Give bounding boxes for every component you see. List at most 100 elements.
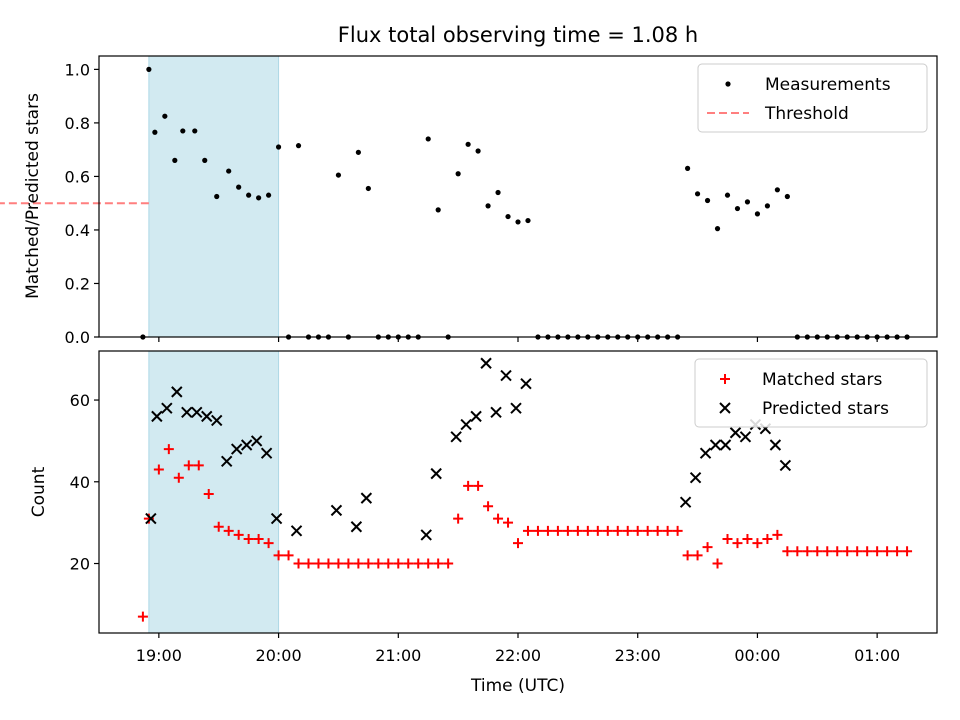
measurement-point-1 bbox=[146, 66, 152, 72]
measurement-point-33 bbox=[465, 141, 471, 147]
matched-star-point-48 bbox=[612, 525, 623, 536]
predicted-star-point-29 bbox=[689, 471, 702, 484]
matched-star-point-73 bbox=[862, 546, 873, 557]
legend-label-0: Matched stars bbox=[762, 370, 882, 390]
measurement-point-7 bbox=[202, 157, 208, 163]
matched-star-point-57 bbox=[702, 542, 713, 553]
count-y-axis-label: Count bbox=[29, 466, 49, 517]
predicted-star-point-17 bbox=[360, 492, 373, 504]
matched-star-point-10 bbox=[233, 529, 244, 540]
predicted-star-point-27 bbox=[520, 377, 532, 390]
matched-star-point-55 bbox=[682, 550, 693, 561]
y-tick-label-2: 60 bbox=[70, 391, 90, 410]
matched-star-point-40 bbox=[532, 525, 543, 536]
y-tick-label-4: 0.8 bbox=[65, 114, 90, 133]
matched-star-point-47 bbox=[602, 525, 613, 536]
legend-label-1: Threshold bbox=[764, 104, 849, 124]
legend: Matched stars Predicted stars bbox=[694, 358, 928, 428]
predicted-star-point-2 bbox=[161, 402, 173, 414]
matched-star-point-35 bbox=[483, 501, 494, 512]
matched-star-point-51 bbox=[642, 525, 653, 536]
matched-star-point-38 bbox=[513, 538, 523, 549]
matched-star-point-64 bbox=[772, 529, 783, 540]
matched-star-point-71 bbox=[842, 546, 853, 557]
matched-star-point-23 bbox=[363, 558, 374, 569]
predicted-star-point-9 bbox=[230, 443, 243, 455]
measurement-point-56 bbox=[694, 191, 701, 197]
matched-star-point-28 bbox=[413, 558, 424, 569]
matched-star-point-8 bbox=[213, 521, 224, 532]
figure-title: Flux total observing time = 1.08 h bbox=[338, 23, 698, 47]
legend-box bbox=[697, 63, 928, 133]
matched-star-point-33 bbox=[463, 480, 474, 491]
x-tick-label-4: 23:00 bbox=[615, 646, 661, 665]
predicted-star-point-23 bbox=[480, 357, 492, 369]
legend-label-1: Predicted stars bbox=[762, 399, 889, 419]
matched-star-point-53 bbox=[662, 525, 673, 536]
x-tick-label-2: 21:00 bbox=[375, 646, 421, 665]
predicted-star-point-1 bbox=[151, 410, 163, 423]
measurement-point-63 bbox=[764, 203, 771, 209]
predicted-star-point-10 bbox=[240, 439, 253, 451]
measurement-point-38 bbox=[515, 219, 521, 225]
y-tick-label-3: 0.6 bbox=[65, 167, 90, 186]
predicted-star-point-34 bbox=[739, 431, 752, 443]
measurement-point-37 bbox=[505, 213, 511, 220]
predicted-star-point-38 bbox=[779, 459, 792, 472]
measurement-point-34 bbox=[475, 148, 481, 154]
matched-star-point-25 bbox=[383, 558, 394, 569]
matched-star-point-37 bbox=[503, 517, 514, 528]
measurement-point-22 bbox=[355, 149, 361, 155]
predicted-star-point-22 bbox=[470, 410, 482, 423]
matched-star-point-7 bbox=[203, 489, 214, 500]
matched-star-point-5 bbox=[183, 460, 194, 471]
predicted-star-point-21 bbox=[460, 418, 472, 431]
legend-dot-marker bbox=[725, 81, 731, 87]
x-tick-label-0: 19:00 bbox=[136, 646, 182, 665]
predicted-star-point-6 bbox=[201, 410, 213, 423]
matched-star-point-43 bbox=[562, 525, 573, 536]
legend: Measurements Threshold bbox=[697, 63, 928, 133]
matched-star-point-41 bbox=[542, 525, 553, 536]
matched-star-point-21 bbox=[343, 558, 354, 569]
matched-star-point-60 bbox=[732, 538, 743, 549]
measurement-point-11 bbox=[246, 192, 252, 198]
matched-star-point-16 bbox=[293, 558, 304, 569]
predicted-star-point-26 bbox=[510, 402, 522, 414]
matched-star-point-34 bbox=[473, 480, 484, 491]
measurement-point-12 bbox=[256, 195, 262, 201]
measurement-point-14 bbox=[275, 144, 282, 150]
matched-star-point-14 bbox=[273, 550, 284, 561]
matched-star-point-18 bbox=[313, 558, 324, 569]
predicted-star-point-0 bbox=[145, 512, 157, 525]
y-tick-label-0: 0.0 bbox=[65, 328, 90, 347]
measurement-point-8 bbox=[214, 193, 220, 200]
matched-star-point-12 bbox=[253, 534, 264, 544]
measurement-point-4 bbox=[172, 157, 178, 163]
y-tick-label-5: 1.0 bbox=[65, 60, 90, 79]
predicted-star-point-8 bbox=[220, 455, 233, 468]
matched-star-point-30 bbox=[433, 558, 444, 569]
predicted-star-point-37 bbox=[769, 439, 782, 451]
predicted-star-point-4 bbox=[181, 406, 193, 419]
matched-star-point-44 bbox=[572, 525, 583, 536]
y-tick-label-1: 40 bbox=[70, 473, 90, 492]
matched-star-point-11 bbox=[243, 534, 254, 544]
predicted-star-point-32 bbox=[719, 439, 732, 451]
measurement-point-60 bbox=[734, 205, 741, 212]
measurement-point-20 bbox=[335, 172, 342, 178]
predicted-star-point-19 bbox=[430, 467, 442, 480]
predicted-star-point-30 bbox=[699, 447, 712, 459]
matched-star-point-74 bbox=[872, 546, 883, 557]
matched-star-point-6 bbox=[193, 460, 204, 471]
matched-star-point-63 bbox=[762, 534, 773, 544]
matched-star-point-3 bbox=[163, 444, 174, 455]
matched-star-point-45 bbox=[582, 525, 593, 536]
predicted-star-point-3 bbox=[171, 386, 183, 398]
matched-star-point-46 bbox=[592, 525, 603, 536]
measurement-point-59 bbox=[724, 192, 731, 198]
matched-star-point-22 bbox=[353, 558, 364, 569]
matched-star-point-27 bbox=[403, 558, 414, 569]
predicted-star-point-25 bbox=[500, 369, 512, 382]
